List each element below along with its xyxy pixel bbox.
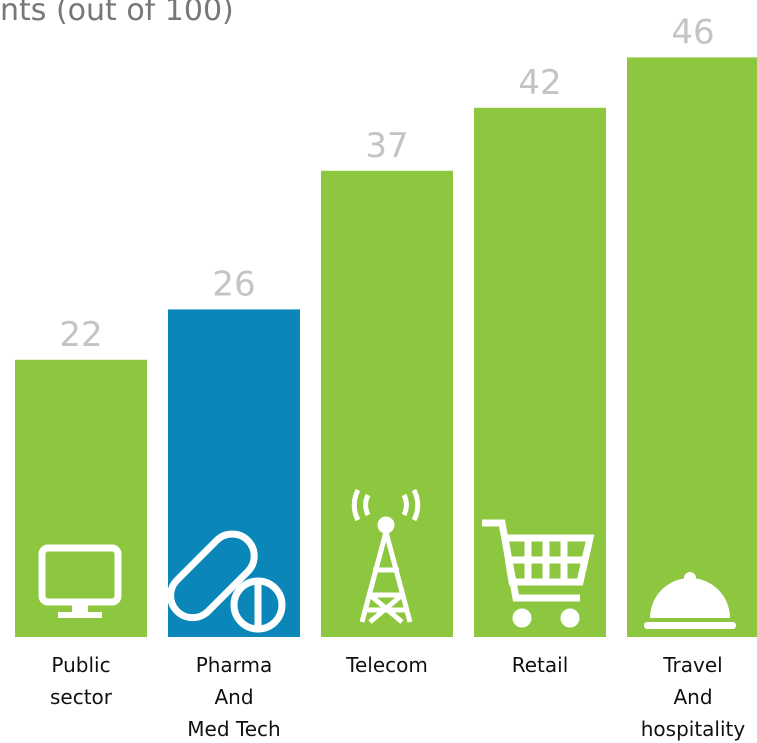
- icon-monitor-base: [58, 612, 102, 618]
- x-tick-label: Retail: [512, 653, 569, 677]
- x-tick-label: Public: [51, 653, 110, 677]
- x-tick-label: And: [214, 685, 253, 709]
- value-label: 46: [671, 12, 714, 52]
- x-tick-label: sector: [50, 685, 113, 709]
- icon-monitor-stand: [72, 602, 88, 614]
- x-tick-label: Travel: [662, 653, 722, 677]
- x-tick-label: Pharma: [196, 653, 273, 677]
- x-tick-label: hospitality: [641, 717, 746, 741]
- x-tick-label: Med Tech: [187, 717, 280, 741]
- bar: [627, 57, 757, 637]
- x-tick-label: Telecom: [345, 653, 428, 677]
- icon-pills: [167, 530, 286, 633]
- value-label: 37: [365, 126, 408, 166]
- value-label: 22: [59, 315, 102, 355]
- chart-title: nts (out of 100): [0, 0, 234, 28]
- bar: [15, 359, 147, 637]
- icon-cloche: [644, 572, 736, 629]
- icon-tower: [351, 488, 421, 624]
- bar: [321, 170, 453, 638]
- value-label: 42: [518, 63, 561, 103]
- bars: [15, 57, 757, 638]
- value-label: 26: [212, 264, 255, 304]
- icons: [38, 488, 736, 633]
- x-tick-label: And: [673, 685, 712, 709]
- icon-cart: [482, 519, 595, 628]
